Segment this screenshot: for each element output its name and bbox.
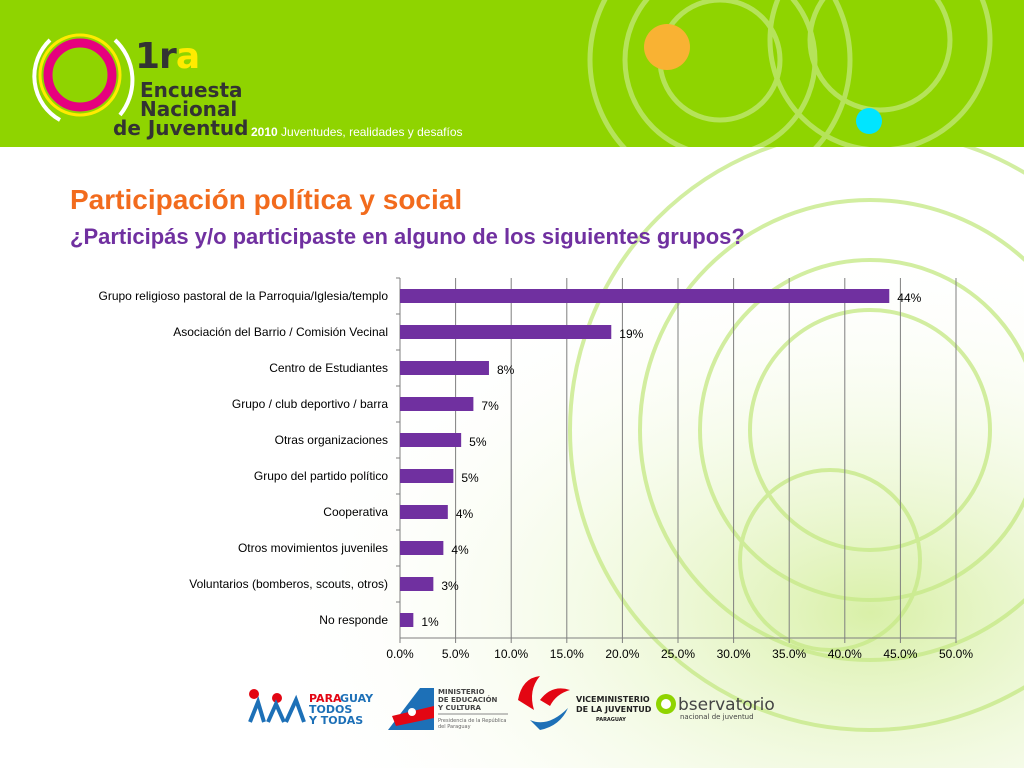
- page-subtitle: ¿Participás y/o participaste en alguno d…: [70, 224, 745, 249]
- bar: [400, 613, 414, 627]
- x-tick-label: 40.0%: [828, 647, 862, 661]
- bar: [400, 469, 454, 483]
- svg-text:VICEMINISTERIO: VICEMINISTERIO: [576, 695, 650, 704]
- category-label: Voluntarios (bomberos, scouts, otros): [189, 577, 388, 591]
- bar: [400, 397, 474, 411]
- x-tick-label: 5.0%: [442, 647, 470, 661]
- cyan-dot-icon: [856, 108, 882, 134]
- svg-text:DE LA JUVENTUD: DE LA JUVENTUD: [576, 705, 652, 714]
- category-label: Grupo del partido político: [254, 469, 388, 483]
- data-label: 7%: [481, 399, 499, 413]
- header-decor: [32, 0, 993, 147]
- category-label: Asociación del Barrio / Comisión Vecinal: [173, 325, 388, 339]
- bar: [400, 325, 612, 339]
- x-tick-label: 35.0%: [772, 647, 806, 661]
- viceministerio-logo: VICEMINISTERIO DE LA JUVENTUD PARAGUAY: [518, 676, 652, 730]
- data-label: 3%: [441, 579, 459, 593]
- data-label: 4%: [451, 543, 469, 557]
- ministerio-logo: MINISTERIO DE EDUCACIÓN Y CULTURA Presid…: [388, 688, 508, 730]
- orange-dot-icon: [644, 24, 690, 70]
- category-label: Otros movimientos juveniles: [238, 541, 388, 555]
- svg-text:Y CULTURA: Y CULTURA: [437, 704, 481, 712]
- category-label: Otras organizaciones: [275, 433, 388, 447]
- logo1-line1: PARA: [309, 692, 342, 705]
- paraguay-todos-logo: PARA GUAY TODOS Y TODAS: [248, 689, 374, 727]
- svg-text:MINISTERIO: MINISTERIO: [438, 688, 485, 696]
- category-label: Cooperativa: [323, 505, 388, 519]
- logo-line-encuesta: Encuesta: [140, 78, 243, 102]
- data-label: 8%: [497, 363, 515, 377]
- logo-tagline: 2010 Juventudes, realidades y desafíos: [251, 125, 463, 139]
- logo-line-juventud: de Juventud: [113, 116, 249, 140]
- svg-text:PARAGUAY: PARAGUAY: [596, 717, 626, 723]
- x-tick-label: 20.0%: [605, 647, 639, 661]
- bar: [400, 433, 462, 447]
- bar: [400, 505, 448, 519]
- data-label: 19%: [619, 327, 643, 341]
- bar: [400, 289, 890, 303]
- x-tick-label: 15.0%: [550, 647, 584, 661]
- data-label: 5%: [469, 435, 487, 449]
- header-band: 1ra Encuesta Nacional de Juventud 2010 J…: [0, 0, 1024, 147]
- logo1-line3: Y TODAS: [308, 714, 363, 727]
- bar: [400, 361, 489, 375]
- category-label: No responde: [319, 613, 388, 627]
- category-label: Grupo religioso pastoral de la Parroquia…: [99, 289, 389, 303]
- svg-text:bservatorio: bservatorio: [678, 695, 775, 715]
- page-title: Participación política y social: [70, 184, 463, 215]
- bar: [400, 541, 444, 555]
- x-tick-label: 10.0%: [494, 647, 528, 661]
- svg-text:nacional de juventud: nacional de juventud: [680, 713, 754, 721]
- x-tick-label: 30.0%: [717, 647, 751, 661]
- category-label: Grupo / club deportivo / barra: [232, 397, 388, 411]
- x-tick-label: 50.0%: [939, 647, 973, 661]
- svg-text:del Paraguay: del Paraguay: [438, 724, 471, 730]
- data-label: 4%: [456, 507, 474, 521]
- data-label: 44%: [897, 291, 921, 305]
- data-label: 1%: [421, 615, 439, 629]
- logo-line-nacional: Nacional: [140, 97, 238, 121]
- logo-rings-icon: [32, 33, 135, 122]
- bar: [400, 577, 434, 591]
- svg-text:DE EDUCACIÓN: DE EDUCACIÓN: [438, 695, 498, 704]
- logo1-line1b: GUAY: [340, 692, 374, 705]
- svg-text:Presidencia de la República: Presidencia de la República: [438, 717, 506, 724]
- x-tick-label: 0.0%: [386, 647, 414, 661]
- data-label: 5%: [461, 471, 479, 485]
- logo1-line2: TODOS: [309, 703, 352, 716]
- x-tick-label: 45.0%: [883, 647, 917, 661]
- x-tick-label: 25.0%: [661, 647, 695, 661]
- logo-1ra: 1ra: [135, 36, 200, 77]
- observatorio-logo: bservatorio nacional de juventud: [656, 694, 775, 721]
- category-label: Centro de Estudiantes: [269, 361, 388, 375]
